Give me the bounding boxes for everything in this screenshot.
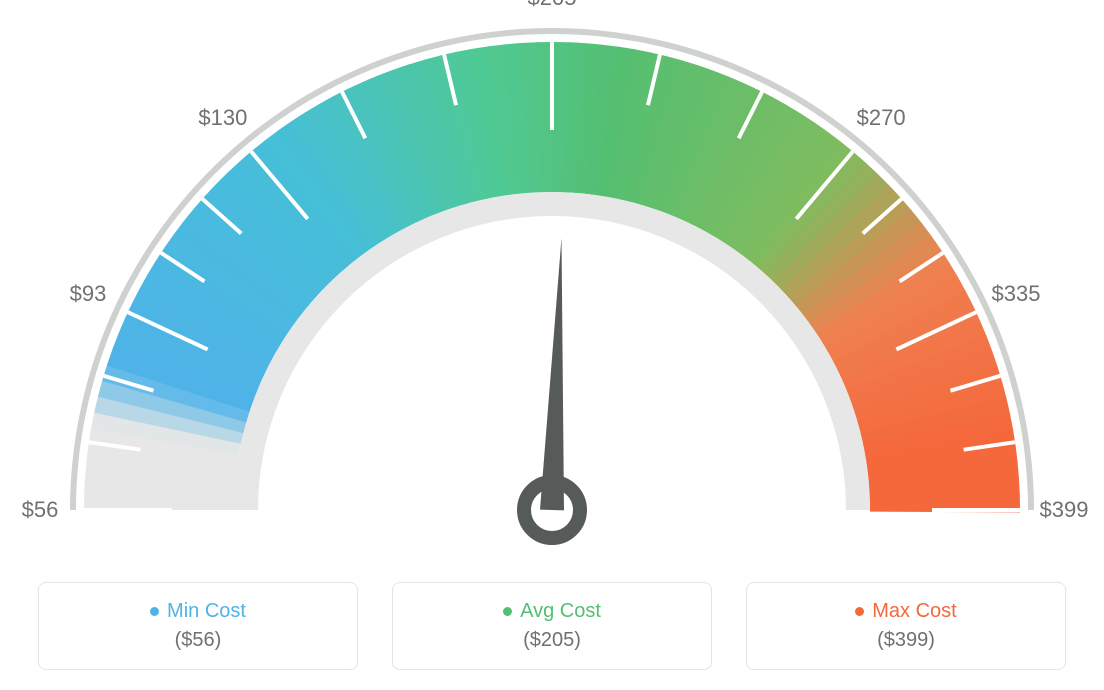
dot-icon bbox=[503, 607, 512, 616]
gauge-tick-label: $130 bbox=[198, 105, 247, 131]
gauge-chart: $56 $93 $130 $205 $270 $335 $399 bbox=[0, 0, 1104, 560]
dot-icon bbox=[855, 607, 864, 616]
gauge-tick-label: $56 bbox=[22, 497, 59, 523]
legend-card-avg: Avg Cost ($205) bbox=[392, 582, 712, 670]
legend-label: Avg Cost bbox=[520, 600, 601, 623]
gauge-tick-label: $399 bbox=[1040, 497, 1089, 523]
gauge-tick-label: $93 bbox=[70, 281, 107, 307]
gauge-tick-label: $335 bbox=[992, 281, 1041, 307]
legend-card-max: Max Cost ($399) bbox=[746, 582, 1066, 670]
legend-label: Min Cost bbox=[167, 600, 246, 623]
legend-value: ($399) bbox=[877, 629, 935, 652]
gauge-tick-label: $205 bbox=[528, 0, 577, 11]
legend-label: Max Cost bbox=[872, 600, 956, 623]
legend-card-min: Min Cost ($56) bbox=[38, 582, 358, 670]
legend-title-min: Min Cost bbox=[150, 600, 246, 623]
legend-value: ($205) bbox=[523, 629, 581, 652]
legend-value: ($56) bbox=[175, 629, 222, 652]
gauge-tick-label: $270 bbox=[857, 105, 906, 131]
legend-row: Min Cost ($56) Avg Cost ($205) Max Cost … bbox=[0, 582, 1104, 670]
legend-title-max: Max Cost bbox=[855, 600, 956, 623]
dot-icon bbox=[150, 607, 159, 616]
legend-title-avg: Avg Cost bbox=[503, 600, 601, 623]
gauge-svg bbox=[0, 0, 1104, 560]
